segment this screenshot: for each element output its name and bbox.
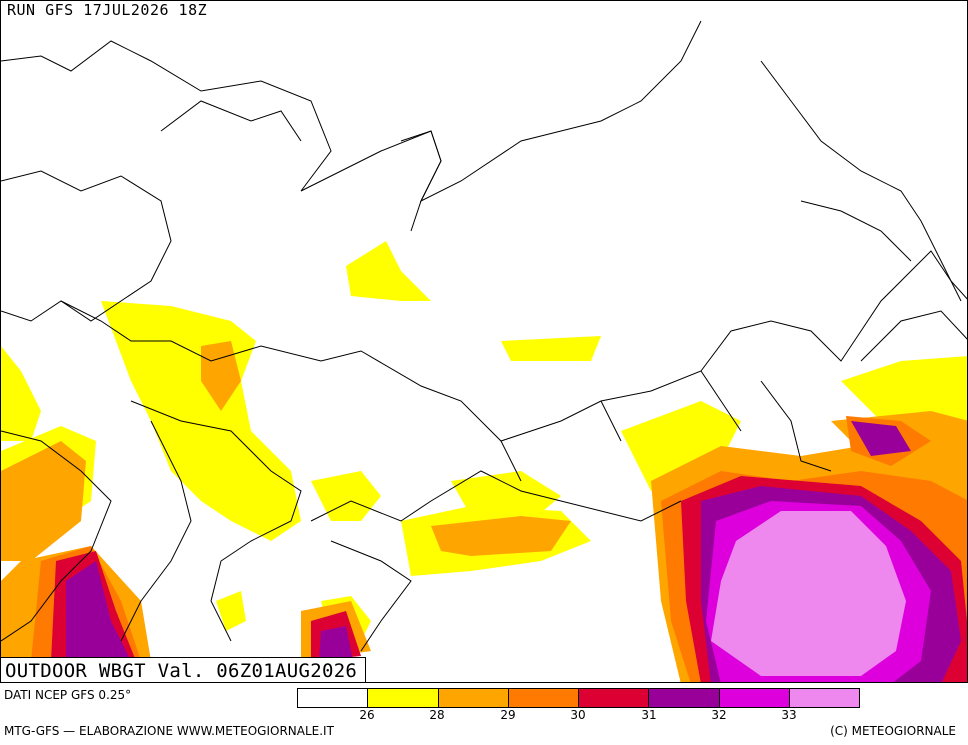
legend-swatch	[298, 689, 369, 707]
color-legend	[297, 688, 860, 708]
copyright-text: (C) METEOGIORNALE	[830, 724, 956, 738]
legend-tick: 29	[500, 708, 516, 722]
map-title: OUTDOOR WBGT Val. 06Z01AUG2026	[1, 657, 367, 682]
legend-swatch	[719, 689, 790, 707]
legend-tick: 30	[570, 708, 586, 722]
legend-swatch	[789, 689, 859, 707]
legend-swatch	[368, 689, 439, 707]
country-borders	[1, 20, 967, 652]
legend-tick: 33	[781, 708, 797, 722]
legend-tick: 26	[359, 708, 375, 722]
data-source: DATI NCEP GFS 0.25°	[4, 688, 132, 702]
legend-swatch	[579, 689, 650, 707]
legend-swatch	[438, 689, 509, 707]
credit-text: MTG-GFS — ELABORAZIONE WWW.METEOGIORNALE…	[4, 724, 334, 738]
legend-swatch	[649, 689, 720, 707]
wbgt-33-areas	[711, 511, 906, 676]
map-canvas	[1, 20, 967, 682]
legend-tick: 32	[711, 708, 727, 722]
wbgt-26-areas	[1, 241, 967, 641]
legend-swatch	[508, 689, 579, 707]
legend-tick: 31	[641, 708, 657, 722]
run-label: RUN GFS 17JUL2026 18Z	[4, 1, 211, 19]
legend-tick: 28	[429, 708, 445, 722]
legend-ticks: 26 28 29 30 31 32 33	[297, 708, 860, 724]
weather-map: RUN GFS 17JUL2026 18Z OUTDOOR WBGT Val. …	[0, 0, 968, 683]
